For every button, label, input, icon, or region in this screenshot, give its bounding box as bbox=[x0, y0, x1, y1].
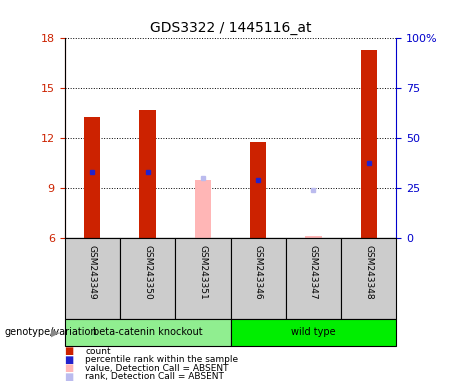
Bar bbox=[195, 180, 211, 238]
Bar bbox=[361, 50, 377, 238]
Bar bbox=[175, 238, 230, 319]
Text: ▶: ▶ bbox=[52, 327, 60, 337]
Bar bbox=[230, 238, 286, 319]
Bar bbox=[65, 319, 230, 346]
Text: value, Detection Call = ABSENT: value, Detection Call = ABSENT bbox=[85, 364, 229, 373]
Bar bbox=[120, 238, 175, 319]
Bar bbox=[250, 142, 266, 238]
Bar bbox=[341, 238, 396, 319]
Text: GSM243349: GSM243349 bbox=[88, 245, 97, 299]
Text: GSM243346: GSM243346 bbox=[254, 245, 263, 299]
Text: ■: ■ bbox=[65, 363, 74, 373]
Text: percentile rank within the sample: percentile rank within the sample bbox=[85, 355, 238, 364]
Text: beta-catenin knockout: beta-catenin knockout bbox=[93, 327, 202, 337]
Text: ■: ■ bbox=[65, 355, 74, 365]
Text: GSM243351: GSM243351 bbox=[198, 245, 207, 299]
Text: rank, Detection Call = ABSENT: rank, Detection Call = ABSENT bbox=[85, 372, 224, 381]
Title: GDS3322 / 1445116_at: GDS3322 / 1445116_at bbox=[150, 21, 311, 35]
Text: wild type: wild type bbox=[291, 327, 336, 337]
Text: count: count bbox=[85, 347, 111, 356]
Text: ■: ■ bbox=[65, 372, 74, 382]
Bar bbox=[65, 238, 120, 319]
Text: GSM243348: GSM243348 bbox=[364, 245, 373, 299]
Text: ■: ■ bbox=[65, 346, 74, 356]
Bar bbox=[286, 238, 341, 319]
Text: genotype/variation: genotype/variation bbox=[5, 327, 97, 337]
Bar bbox=[139, 110, 156, 238]
Bar bbox=[230, 319, 396, 346]
Bar bbox=[84, 117, 100, 238]
Bar bbox=[305, 235, 322, 238]
Text: GSM243347: GSM243347 bbox=[309, 245, 318, 299]
Text: GSM243350: GSM243350 bbox=[143, 245, 152, 299]
